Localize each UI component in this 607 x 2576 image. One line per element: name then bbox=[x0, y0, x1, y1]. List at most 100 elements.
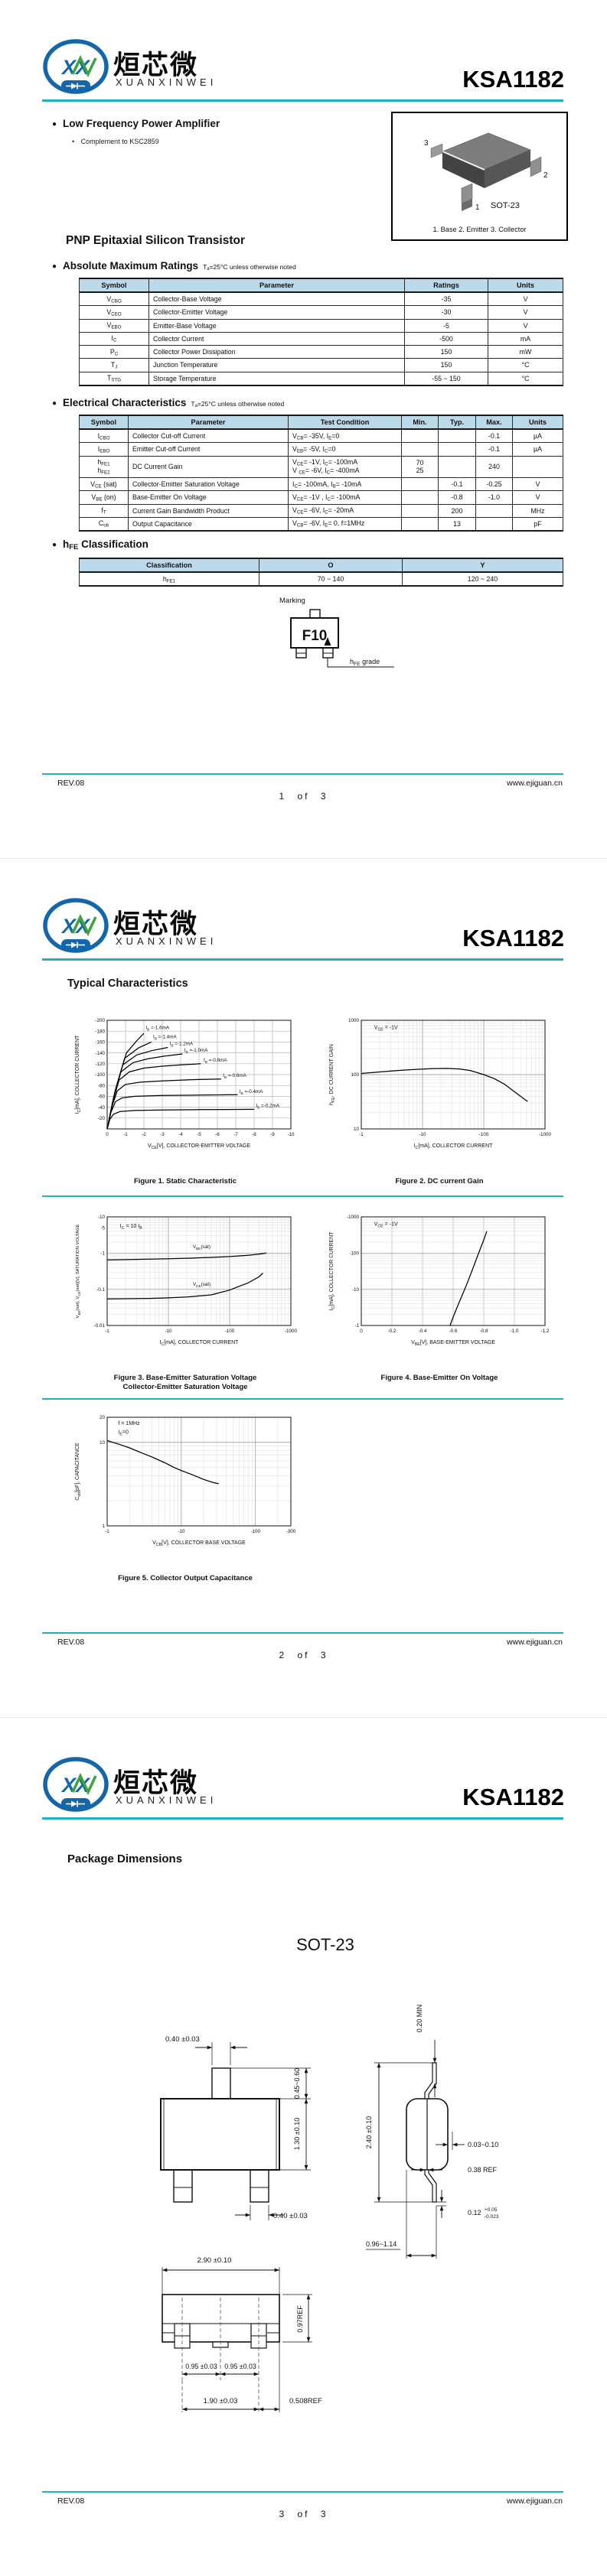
company-logo-icon: XX bbox=[43, 898, 109, 953]
abs-max-title: Absolute Maximum Ratings bbox=[63, 260, 199, 272]
svg-text:-40: -40 bbox=[98, 1105, 106, 1111]
svg-text:-8: -8 bbox=[252, 1132, 256, 1137]
svg-text:IC[mA], COLLECTOR CURRENT: IC[mA], COLLECTOR CURRENT bbox=[414, 1143, 494, 1150]
front-view-drawing: 0.40 ±0.03 0.45~0.60 1.30 ±0.10 0.40 ±0.… bbox=[160, 2035, 311, 2220]
svg-text:-1: -1 bbox=[105, 1529, 109, 1534]
column-header: Parameter bbox=[148, 278, 405, 293]
svg-text:f = 1MHz: f = 1MHz bbox=[118, 1421, 140, 1426]
svg-text:-0.8: -0.8 bbox=[480, 1329, 488, 1334]
svg-text:-7: -7 bbox=[233, 1132, 238, 1137]
company-name-en: XUANXINWEI bbox=[116, 935, 217, 947]
side-lead-ref-dim: 0.38 REF bbox=[468, 2166, 498, 2174]
package-name: SOT-23 bbox=[296, 1935, 354, 1954]
svg-text:-6: -6 bbox=[215, 1132, 220, 1137]
svg-text:-0.4: -0.4 bbox=[419, 1329, 427, 1334]
company-logo-icon: XX bbox=[43, 39, 109, 94]
table-cell: DC Current Gain bbox=[128, 455, 289, 478]
hfe-class-heading: ● hFE Classification bbox=[52, 538, 148, 551]
svg-text:-300: -300 bbox=[286, 1529, 296, 1534]
svg-text:-2: -2 bbox=[142, 1132, 146, 1137]
svg-text:IB =-0.2mA: IB =-0.2mA bbox=[256, 1104, 279, 1111]
svg-text:IC[mA], COLLECTOR CURRENT: IC[mA], COLLECTOR CURRENT bbox=[75, 1035, 82, 1114]
table-row: ICBO Collector Cut-off Current VCB= -35V, … bbox=[79, 428, 563, 444]
table-cell: 150 bbox=[404, 344, 488, 359]
sub-bullet-icon: • bbox=[72, 138, 75, 145]
figure-1: 0 -1 -2 -3 -4 -5 -6 -7 -8 -9 -10 -20 -40 -60 -80 -100 -1… bbox=[70, 1014, 300, 1186]
figure-3-caption-line2: Collector-Emitter Saturation Voltage bbox=[122, 1382, 248, 1391]
front-body-height-dim: 1.30 ±0.10 bbox=[293, 2118, 301, 2150]
svg-text:-1: -1 bbox=[359, 1132, 364, 1137]
svg-text:VCE = -1V: VCE = -1V bbox=[374, 1221, 398, 1228]
table-cell: 13 bbox=[438, 516, 476, 532]
elec-char-condition: Ta=25°C unless otherwise noted bbox=[191, 400, 285, 409]
table-cell: IC= -100mA, IB= -10mA bbox=[288, 476, 402, 492]
table-cell: PC bbox=[79, 344, 149, 359]
svg-text:-9: -9 bbox=[270, 1132, 275, 1137]
table-cell: -0.1 bbox=[438, 476, 476, 492]
svg-text:-100: -100 bbox=[479, 1132, 489, 1137]
part-number: KSA1182 bbox=[462, 925, 564, 951]
package-dimensions-title: Package Dimensions bbox=[67, 1852, 183, 1865]
table-cell: Collector Cut-off Current bbox=[128, 428, 289, 444]
svg-text:-0.2: -0.2 bbox=[388, 1329, 397, 1334]
pin-2-label: 2 bbox=[543, 171, 548, 180]
header-rule bbox=[42, 1817, 563, 1820]
company-name-cn: 烜芯微 bbox=[113, 1768, 199, 1798]
bottom-span-dim: 1.90 ±0.03 bbox=[204, 2397, 238, 2405]
svg-text:-5: -5 bbox=[100, 1225, 105, 1231]
table-cell bbox=[438, 455, 476, 478]
footer-website: www.ejiguan.cn bbox=[507, 2496, 563, 2506]
table-cell: 150 bbox=[404, 358, 488, 372]
figure-2: -1 -10 -100 -1000 10 100 1000 VCE = -1V IC[mA], … bbox=[325, 1014, 554, 1186]
column-header: Parameter bbox=[128, 415, 289, 430]
pin-1-label: 1 bbox=[475, 203, 480, 212]
bottom-pitch-right-dim: 0.95 ±0.03 bbox=[224, 2363, 256, 2370]
column-header: Test Condition bbox=[288, 415, 402, 430]
svg-text:-140: -140 bbox=[95, 1051, 105, 1056]
svg-text:-1000: -1000 bbox=[539, 1132, 552, 1137]
table-cell: °C bbox=[488, 371, 563, 386]
table-cell: mW bbox=[488, 344, 563, 359]
table-row: hFE1 70 ~ 140 120 ~ 240 bbox=[79, 571, 563, 587]
svg-text:-1000: -1000 bbox=[285, 1329, 298, 1334]
table-cell: VCE (sat) bbox=[79, 476, 129, 492]
table-cell: -1.0 bbox=[475, 490, 513, 505]
pin-3-label: 3 bbox=[424, 139, 429, 148]
svg-text:-3: -3 bbox=[160, 1132, 165, 1137]
front-bottom-lead-width-dim: 0.40 ±0.03 bbox=[273, 2212, 308, 2220]
column-header: Symbol bbox=[79, 415, 129, 430]
table-cell: V bbox=[488, 305, 563, 320]
svg-text:-10: -10 bbox=[178, 1529, 185, 1534]
table-header-row: Symbol Parameter Test Condition Min. Typ. Max… bbox=[79, 415, 563, 430]
table-cell: V bbox=[512, 490, 563, 505]
marking-label: Marking bbox=[279, 597, 305, 605]
svg-text:-10: -10 bbox=[165, 1329, 172, 1334]
svg-text:-1000: -1000 bbox=[347, 1215, 360, 1220]
table-row: PC Collector Power Dissipation 150 mW bbox=[79, 344, 563, 359]
bottom-pitch-left-dim: 0.95 ±0.03 bbox=[185, 2363, 217, 2370]
table-cell: Base-Emitter On Voltage bbox=[128, 490, 289, 505]
header-rule bbox=[42, 99, 563, 102]
figure-4: 0 -0.2 -0.4 -0.6 -0.8 -1.0 -1.2 -1 -10 -100 -1000 V… bbox=[325, 1211, 554, 1383]
side-foot-length-dim: 0.96~1.14 bbox=[366, 2240, 397, 2248]
column-header: Ratings bbox=[404, 278, 488, 293]
table-row: TJ Junction Temperature 150 °C bbox=[79, 358, 563, 372]
page-2: XX 烜芯微 XUANXINWEI KSA1182 Typical Charac… bbox=[0, 858, 607, 1717]
table-cell: 70 25 bbox=[401, 455, 439, 478]
table-cell: Output Capacitance bbox=[128, 516, 289, 532]
table-cell bbox=[401, 516, 439, 532]
company-logo-icon: XX bbox=[43, 1757, 109, 1812]
svg-text:-4: -4 bbox=[178, 1132, 183, 1137]
svg-text:IC = 10 IB: IC = 10 IB bbox=[120, 1224, 142, 1231]
table-cell: -35 bbox=[404, 291, 488, 307]
table-cell: VCE= -6V, IC= -20mA bbox=[288, 503, 402, 518]
feature-sub: • Complement to KSC2859 bbox=[72, 138, 159, 145]
table-cell: µA bbox=[512, 428, 563, 444]
table-cell: VEB= -5V, IC=0 bbox=[288, 442, 402, 457]
abs-max-condition: Ta=25°C unless otherwise noted bbox=[203, 263, 296, 272]
bottom-body-depth-dim: 0.97REF bbox=[296, 2305, 304, 2333]
company-name-en: XUANXINWEI bbox=[116, 1794, 217, 1806]
table-cell: Emitter Cut-off Current bbox=[128, 442, 289, 457]
